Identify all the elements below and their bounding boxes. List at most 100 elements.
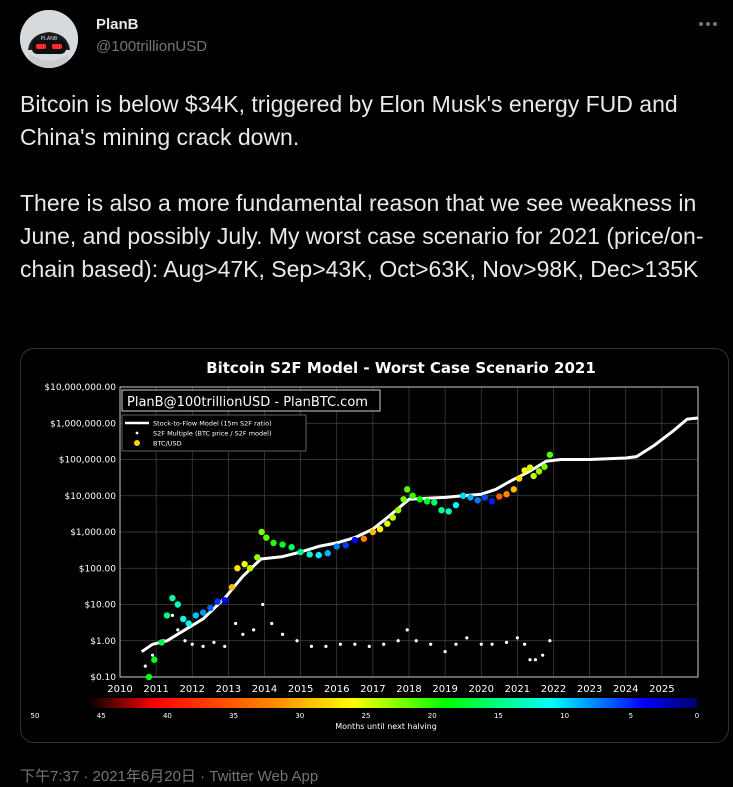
- legend-entry: BTC/USD: [153, 440, 182, 448]
- s2f-multiple-point: [252, 628, 256, 632]
- legend-swatch-btc: [134, 440, 140, 446]
- colorbar-tick-label: 50: [31, 712, 40, 720]
- legend-box: [121, 414, 307, 452]
- s2f-multiple-point: [523, 642, 527, 646]
- s2f-multiple-point: [528, 658, 532, 662]
- s2f-multiple-point: [479, 642, 483, 646]
- btc-usd-point: [423, 498, 431, 505]
- watermark-box: PlanB@100trillionUSD - PlanBTC.com: [121, 389, 381, 412]
- btc-usd-point: [297, 548, 304, 556]
- btc-usd-point: [174, 601, 181, 608]
- s2f-multiple-point: [414, 639, 418, 643]
- btc-usd-point: [360, 535, 368, 542]
- s2f-multiple-point: [234, 621, 238, 626]
- y-tick-label: $10,000,000.00: [44, 383, 116, 393]
- s2f-multiple-point: [176, 628, 180, 632]
- s2f-multiple-point: [150, 653, 155, 657]
- btc-usd-point: [459, 492, 467, 499]
- s2f-multiple-point: [143, 664, 147, 668]
- btc-usd-point: [376, 525, 384, 533]
- avatar-logo-text: PLANB: [41, 36, 58, 42]
- btc-usd-point: [403, 486, 411, 493]
- x-tick-label: 2012: [180, 684, 205, 695]
- model-line: [140, 416, 699, 653]
- s2f-multiple-point: [261, 602, 265, 607]
- chart-title: Bitcoin S2F Model - Worst Case Scenario …: [206, 359, 596, 377]
- x-tick-label: 2020: [469, 684, 494, 695]
- x-tick-label: 2022: [541, 684, 566, 695]
- btc-usd-point: [530, 472, 537, 480]
- y-tick-label: $1.00: [90, 637, 116, 647]
- s2f-multiple-point: [429, 642, 433, 646]
- x-axis-ticks: 2010 2011 2012 2013 2014 2015 2016 2017 2018 2019…: [107, 684, 674, 695]
- x-tick-label: 2017: [360, 684, 385, 695]
- btc-usd-point: [207, 604, 214, 612]
- x-tick-label: 2013: [216, 684, 241, 695]
- s2f-multiple-point: [504, 640, 509, 645]
- btc-usd-point: [145, 673, 153, 681]
- s2f-multiple-point: [396, 639, 400, 643]
- y-tick-label: $10,000.00: [64, 492, 116, 502]
- x-tick-label: 2018: [396, 684, 421, 695]
- y-tick-label: $100.00: [79, 564, 116, 574]
- more-options-button[interactable]: [696, 14, 720, 34]
- btc-usd-point: [416, 496, 424, 503]
- btc-usd-point: [279, 541, 286, 548]
- s2f-multiple-point: [465, 636, 469, 640]
- btc-usd-point: [263, 534, 270, 541]
- btc-usd-point: [526, 464, 534, 471]
- s2f-multiple-point: [201, 644, 205, 648]
- btc-usd-point: [510, 486, 517, 493]
- chart-watermark: PlanB@100trillionUSD - PlanBTC.com: [127, 395, 368, 410]
- x-tick-label: 2019: [432, 684, 457, 695]
- s2f-multiple-point: [490, 642, 494, 646]
- tweet-header: PLANB PlanB @100trillionUSD: [20, 8, 720, 68]
- btc-usd-point: [431, 499, 438, 506]
- y-tick-label: $1,000,000.00: [50, 419, 116, 429]
- avatar[interactable]: PLANB: [20, 10, 78, 68]
- y-tick-label: $100,000.00: [59, 456, 117, 466]
- tweet-timestamp[interactable]: 下午7:37 · 2021年6月20日 · Twitter Web App: [20, 768, 319, 785]
- y-tick-label: $10.00: [85, 601, 117, 611]
- btc-usd-point: [445, 508, 452, 515]
- legend-swatch-multiple: [135, 431, 139, 435]
- x-tick-label: 2024: [613, 684, 638, 695]
- user-handle[interactable]: @100trillionUSD: [96, 38, 208, 55]
- btc-usd-point: [306, 551, 313, 558]
- colorbar-tick-label: 25: [362, 712, 371, 720]
- colorbar-tick-label: 20: [428, 712, 437, 720]
- x-tick-label: 2016: [324, 684, 349, 695]
- tweet-media-chart[interactable]: Bitcoin S2F Model - Worst Case Scenario …: [20, 348, 729, 743]
- btc-usd-point: [315, 551, 322, 559]
- btc-usd-point: [333, 543, 340, 550]
- btc-usd-point: [246, 565, 254, 572]
- btc-usd-point: [241, 560, 248, 568]
- y-tick-label: $1,000.00: [70, 528, 116, 538]
- btc-usd-point: [389, 514, 396, 521]
- legend-entry: Stock-to-Flow Model (15m S2F ratio): [153, 420, 272, 428]
- s2f-multiple-point: [241, 632, 245, 636]
- tweet-text: Bitcoin is below $34K, triggered by Elon…: [20, 91, 704, 282]
- s2f-multiple-point: [515, 636, 519, 640]
- x-tick-label: 2011: [143, 684, 168, 695]
- btc-usd-point: [515, 475, 523, 482]
- x-tick-label: 2014: [252, 684, 277, 695]
- x-tick-label: 2025: [649, 684, 674, 695]
- btc-usd-point: [481, 494, 489, 501]
- btc-usd-point: [369, 528, 377, 536]
- s2f-multiple-point: [382, 642, 386, 646]
- s2f-multiple-point: [454, 642, 458, 646]
- btc-usd-point: [394, 506, 402, 514]
- more-horizontal-icon: [699, 22, 717, 26]
- btc-usd-point: [535, 468, 543, 475]
- s2f-multiple-point: [533, 658, 538, 662]
- s2f-multiple-point: [541, 653, 545, 657]
- display-name[interactable]: PlanB: [96, 16, 139, 33]
- s2f-multiple-point: [270, 621, 274, 626]
- series-stock-to-flow-model: [140, 416, 699, 653]
- btc-usd-point: [400, 496, 407, 503]
- s2f-multiple-point: [338, 642, 342, 646]
- legend-entry: S2F Multiple (BTC price / S2F model): [153, 430, 271, 438]
- btc-usd-point: [488, 498, 496, 505]
